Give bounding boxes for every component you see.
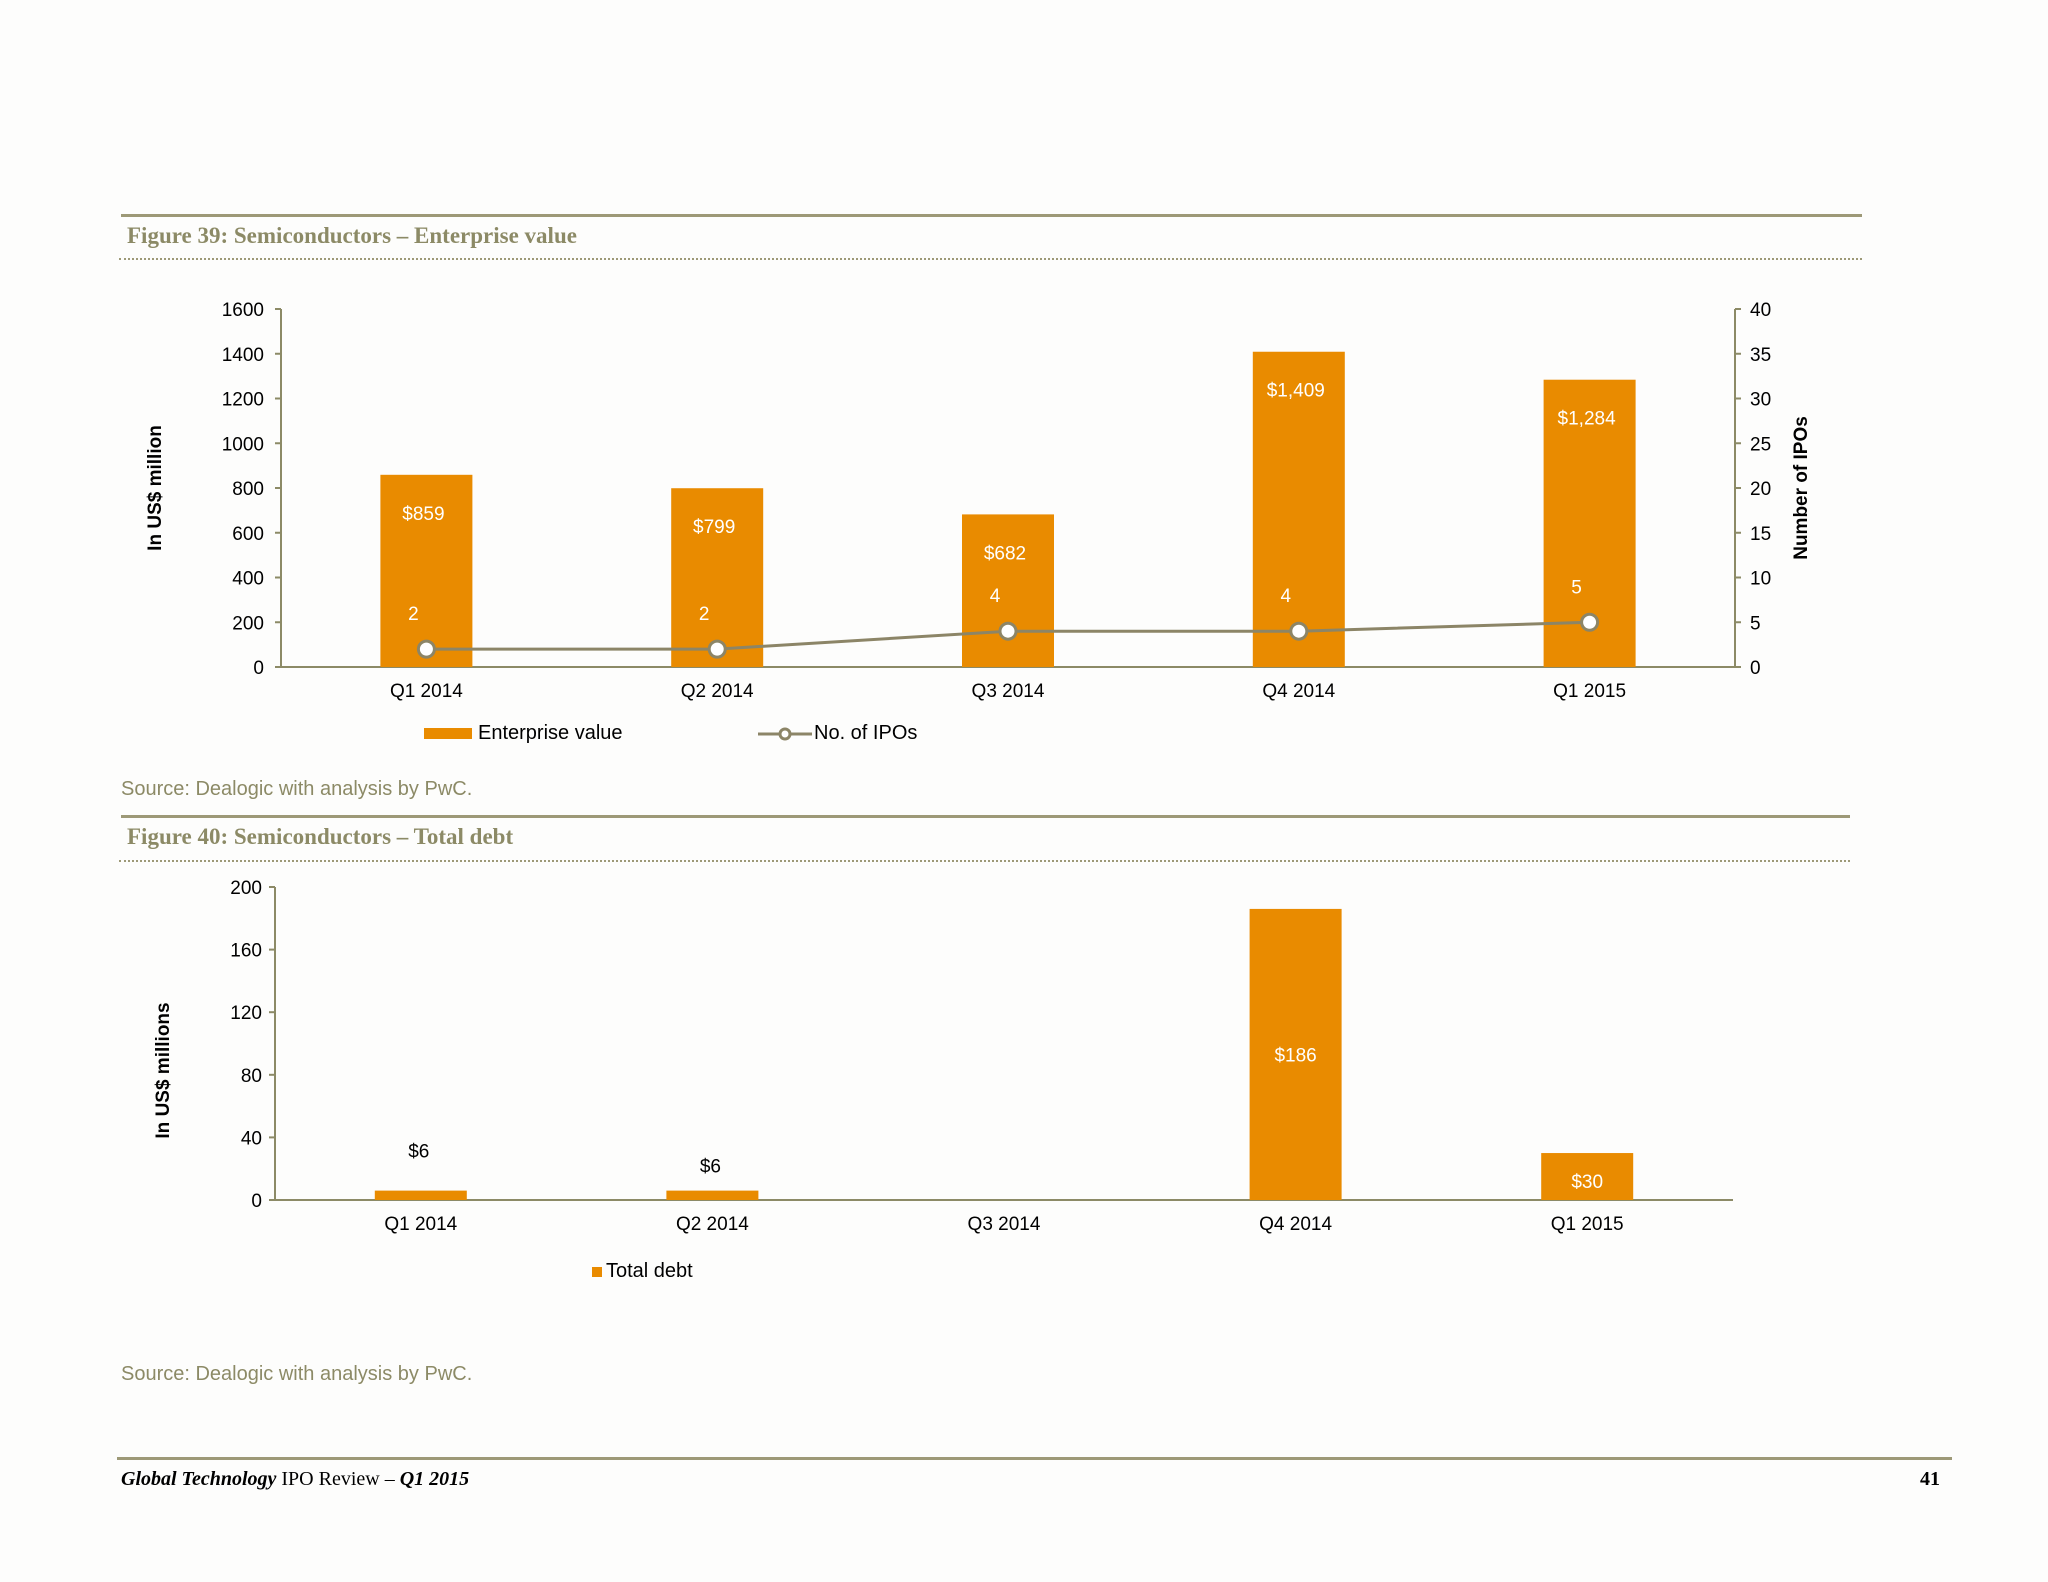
x-tick-label: Q1 2014 [384,1214,457,1235]
y2-tick-label: 35 [1750,345,1771,366]
y-tick-label: 160 [230,941,262,962]
y-tick-label: 1600 [222,300,264,321]
y-tick-label: 200 [230,878,262,899]
line-data-label: 4 [990,586,1001,607]
x-tick-label: Q2 2014 [681,681,754,702]
legend-no-of-ipos: No. of IPOs [758,722,917,745]
y-axis-label: In US$ million [145,425,166,551]
y-tick-label: 600 [232,524,264,545]
x-tick-label: Q2 2014 [676,1214,749,1235]
line-point-no-of-ipos [998,621,1018,641]
bar-enterprise-value [380,474,473,667]
bar-data-label: $859 [402,504,444,525]
figure40-top-rule [121,815,1850,818]
y-tick-label: 0 [253,658,264,679]
y-tick-label: 200 [232,613,264,634]
page-number: 41 [1920,1468,1940,1490]
figure39-source: Source: Dealogic with analysis by PwC. [121,778,473,800]
y2-tick-label: 10 [1750,569,1771,590]
y2-tick-label: 40 [1750,300,1771,321]
y-tick-label: 1000 [222,434,264,455]
line-point-no-of-ipos [1289,621,1309,641]
figure40-title: Figure 40: Semiconductors – Total debt [127,824,514,849]
footer-title-quarter: Q1 2015 [399,1468,470,1490]
y-tick-label: 1200 [222,390,264,411]
legend-label: Enterprise value [478,722,623,744]
x-tick-label: Q1 2015 [1553,681,1626,702]
y2-tick-label: 0 [1750,658,1761,679]
bar-enterprise-value [1252,351,1345,667]
line-point-no-of-ipos [416,639,436,659]
footer-title-regular: IPO Review – [276,1468,400,1490]
line-point-no-of-ipos [1580,612,1600,632]
y-axis-label: In US$ millions [153,1002,174,1138]
y2-tick-label: 30 [1750,390,1771,411]
bar-data-label: $799 [693,517,735,538]
x-tick-label: Q4 2014 [1259,1214,1332,1235]
y2-tick-label: 5 [1750,613,1761,634]
y2-tick-label: 15 [1750,524,1771,545]
y2-tick-label: 25 [1750,434,1771,455]
x-tick-label: Q3 2014 [968,1214,1041,1235]
legend-swatch-bar-icon [592,1266,602,1277]
line-point-no-of-ipos [707,639,727,659]
bar-total-debt [1249,908,1342,1200]
y-tick-label: 400 [232,569,264,590]
line-data-label: 2 [408,604,419,625]
bar-enterprise-value [671,488,764,667]
bar-total-debt [374,1190,467,1200]
line-data-label: 2 [699,604,710,625]
figure40-source: Source: Dealogic with analysis by PwC. [121,1363,473,1385]
line-data-label: 4 [1281,586,1292,607]
legend-total-debt: Total debt [592,1260,693,1283]
y-tick-label: 0 [251,1191,262,1212]
y-tick-label: 120 [230,1003,262,1024]
legend-label: No. of IPOs [814,722,918,744]
y-tick-label: 1400 [222,345,264,366]
footer-title-italic: Global Technology [121,1468,277,1490]
bar-data-label: $1,284 [1558,409,1617,430]
y-tick-label: 80 [241,1066,262,1087]
figure40-title-underline [119,860,1850,862]
bar-enterprise-value [962,514,1054,667]
bar-data-label: $186 [1274,1045,1316,1066]
x-tick-label: Q4 2014 [1262,681,1335,702]
x-tick-label: Q3 2014 [972,681,1045,702]
bar-data-label: $1,409 [1267,381,1325,402]
bar-total-debt [666,1190,759,1200]
y-tick-label: 800 [232,479,264,500]
figure40-chart: 0 40 80 120 160 200 In US$ millions Q1 2014 Q2 2… [153,878,1733,1235]
bar-data-label: $6 [408,1142,429,1163]
bar-data-label: $6 [700,1157,721,1178]
y2-tick-label: 20 [1750,479,1771,500]
figure39-title-underline [119,258,1862,260]
figure39-chart: 0200400600800100012001400160005101520253… [145,300,1812,702]
line-data-label: 5 [1571,577,1582,598]
figure39-title: Figure 39: Semiconductors – Enterprise v… [127,223,577,248]
legend-swatch-line-icon [758,727,812,740]
legend-enterprise-value: Enterprise value [424,722,623,745]
y-tick-label: 40 [241,1128,262,1149]
x-tick-label: Q1 2014 [390,681,463,702]
bar-data-label: $682 [984,543,1026,564]
bar-data-label: $30 [1571,1172,1603,1193]
figure39-top-rule [121,214,1862,217]
bar-total-debt [1541,1153,1634,1200]
x-tick-label: Q1 2015 [1551,1214,1624,1235]
y2-axis-label: Number of IPOs [1791,416,1812,560]
footer-report-title: Global Technology IPO Review – Q1 2015 [121,1468,469,1491]
legend-label: Total debt [606,1260,693,1282]
footer-rule [117,1457,1952,1460]
legend-swatch-bar-icon [424,728,472,739]
